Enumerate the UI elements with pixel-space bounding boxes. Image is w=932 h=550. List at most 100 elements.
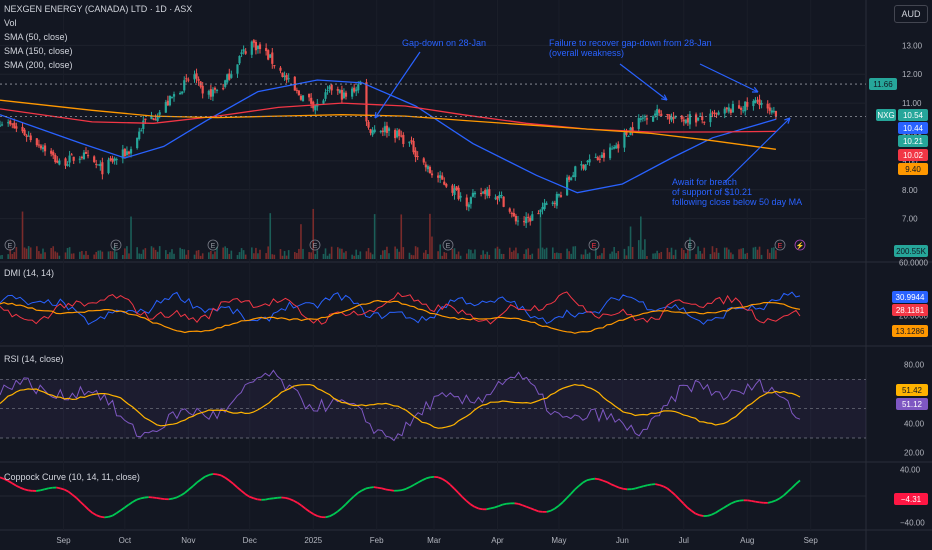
volume-bar [527,248,529,259]
plus-di-line [0,291,801,326]
volume-bar [609,253,611,259]
volume-bar [265,253,267,259]
coppock-segment [96,514,101,518]
volume-bar [408,252,411,259]
volume-bar [613,247,615,259]
candle-body [426,166,429,170]
volume-bar [625,255,628,259]
dividend-marker-icon[interactable] [794,239,806,251]
volume-bar [40,253,42,259]
volume-bar [236,255,239,259]
earnings-marker-icon[interactable] [4,239,16,251]
coppock-segment [550,507,556,512]
currency-button[interactable]: AUD [894,5,928,23]
candle-body [428,166,432,174]
coppock-segment [566,493,572,499]
coppock-segment [795,479,801,485]
coppock-segment [502,502,507,506]
candle-body [80,156,83,158]
volume-bar [775,250,777,259]
candle-body [367,121,370,128]
level-label-bg [869,78,897,91]
volume-bar [197,250,200,259]
candle-body [437,175,440,178]
time-axis-label: Sep [804,536,819,545]
candle-body [353,87,356,92]
candle-body [166,100,169,106]
volume-bar [484,254,487,259]
volume-bar [15,247,18,259]
candle-body [369,129,372,133]
coppock-segment [727,502,733,507]
minus-di-line [0,291,801,325]
candle-body [172,94,176,97]
candle-body [688,114,692,125]
time-axis-label: Jun [616,536,629,545]
candle-body [195,73,198,79]
candle-body [459,195,462,198]
candle-body [387,128,391,131]
time-axis-label: Aug [740,536,754,545]
dmi-value-label: 30.9944 [896,293,925,302]
volume-bar [369,252,372,259]
earnings-marker-icon[interactable] [309,239,321,251]
volume-bar [294,252,296,259]
volume-bar [768,252,771,259]
volume-bar [603,247,605,259]
candle-body [381,130,384,133]
candle-body [265,48,268,52]
earnings-marker-icon[interactable] [110,239,122,251]
time-axis-label: Feb [370,536,384,545]
coppock-segment [11,482,17,487]
earnings-marker-icon[interactable] [207,239,219,251]
coppock-segment [373,486,379,489]
candle-body [623,132,626,148]
candle-body [271,52,274,64]
volume-bar [740,248,742,259]
candle-body [285,74,288,80]
earnings-marker-icon[interactable] [774,239,786,251]
candle-body [541,207,544,210]
volume-bar [113,246,116,259]
volume-bar [674,249,677,259]
candle-body [654,113,657,116]
volume-bar [273,254,276,259]
earnings-marker-icon[interactable] [442,239,454,251]
candle-body [168,95,172,106]
candle-body [93,156,96,162]
price-label-bg [898,149,928,161]
candle-body [158,112,161,115]
candle-body [301,95,305,102]
volume-bar [226,248,229,259]
candle-body [756,100,759,102]
candle-body [70,154,73,156]
volume-bar [556,252,558,259]
volume-bar [717,252,720,259]
volume-bar [173,253,175,259]
volume-bar [185,254,188,259]
earnings-marker-icon[interactable] [588,239,600,251]
coppock-segment [240,490,246,495]
coppock-segment [622,487,628,491]
volume-bar [455,254,458,259]
volume-bar [443,252,446,259]
coppock-segment [695,512,700,517]
volume-bar [337,247,339,259]
coppock-segment [606,481,612,486]
candle-body [129,149,133,154]
coppock-segment [48,486,53,490]
volume-bar [122,254,124,259]
candle-body [308,93,311,98]
volume-bar [689,237,691,259]
volume-bar [668,252,671,259]
volume-bar [212,254,214,259]
candle-body [637,118,640,129]
coppock-segment [409,483,415,488]
price-label-bg [898,122,928,134]
candle-body [496,196,499,200]
volume-bar [367,248,370,259]
candle-body [256,45,260,49]
earnings-marker-icon[interactable] [684,239,696,251]
volume-bar [627,246,630,259]
